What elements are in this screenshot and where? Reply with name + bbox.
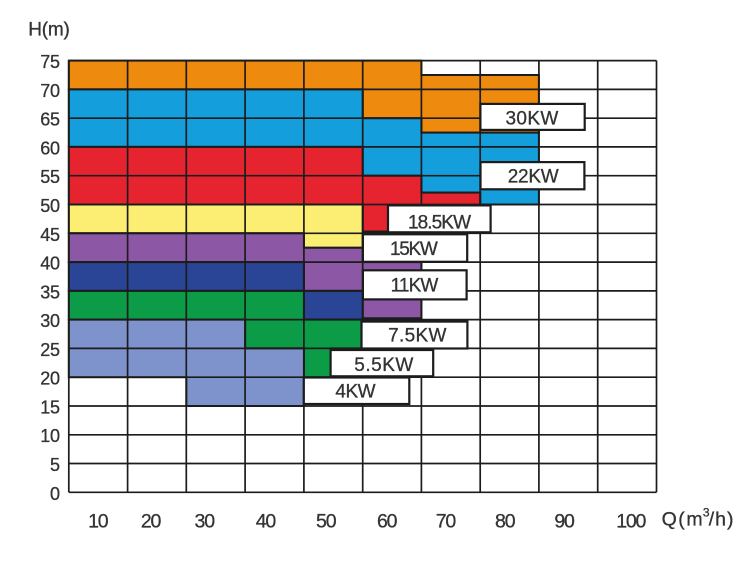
svg-text:/h): /h) <box>709 509 734 531</box>
svg-text:11KW: 11KW <box>391 275 439 296</box>
svg-text:18.5KW: 18.5KW <box>408 212 471 233</box>
svg-text:0: 0 <box>50 484 60 504</box>
svg-text:15: 15 <box>40 398 60 418</box>
svg-text:35: 35 <box>40 282 60 302</box>
svg-text:45: 45 <box>40 225 60 245</box>
svg-text:60: 60 <box>40 138 60 158</box>
svg-text:15KW: 15KW <box>390 239 438 260</box>
svg-text:70: 70 <box>436 510 457 532</box>
svg-text:55: 55 <box>40 167 60 187</box>
svg-text:7.5KW: 7.5KW <box>388 326 446 347</box>
svg-text:30: 30 <box>195 510 216 532</box>
svg-text:50: 50 <box>316 510 337 532</box>
svg-text:22KW: 22KW <box>508 166 559 187</box>
svg-text:30KW: 30KW <box>506 109 559 130</box>
svg-text:30: 30 <box>40 311 60 331</box>
svg-text:60: 60 <box>377 510 398 532</box>
svg-text:H(m): H(m) <box>28 20 70 41</box>
svg-text:75: 75 <box>40 52 60 72</box>
svg-text:50: 50 <box>40 196 60 216</box>
svg-text:3: 3 <box>703 506 710 520</box>
svg-text:20: 20 <box>141 510 162 532</box>
svg-text:100: 100 <box>616 510 646 532</box>
svg-text:Q(m: Q(m <box>662 509 703 531</box>
svg-text:20: 20 <box>40 369 60 389</box>
svg-text:5: 5 <box>50 455 60 475</box>
svg-text:4KW: 4KW <box>335 382 375 403</box>
svg-text:40: 40 <box>40 254 60 274</box>
svg-text:10: 10 <box>88 510 109 532</box>
svg-text:80: 80 <box>495 510 516 532</box>
svg-text:10: 10 <box>40 426 60 446</box>
svg-text:5.5KW: 5.5KW <box>354 355 413 376</box>
svg-text:70: 70 <box>40 81 60 101</box>
svg-text:25: 25 <box>40 340 60 360</box>
svg-text:90: 90 <box>554 510 575 532</box>
svg-text:40: 40 <box>256 510 277 532</box>
svg-text:65: 65 <box>40 110 60 130</box>
